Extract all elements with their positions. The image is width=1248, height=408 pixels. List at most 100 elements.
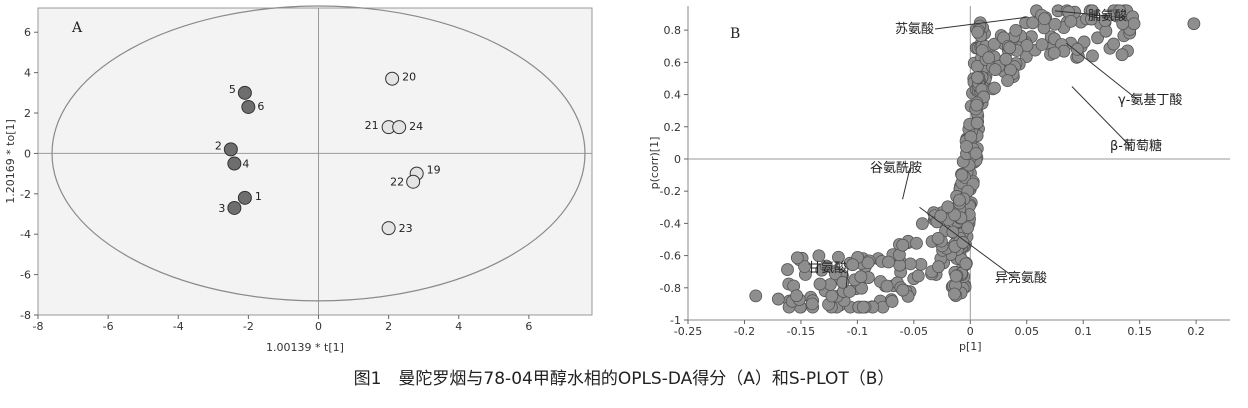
variable-point (1035, 38, 1049, 51)
variable-point (1026, 16, 1040, 30)
variable-point (846, 258, 860, 272)
annotation-leader-3 (1071, 86, 1131, 147)
sample-label-4: 4 (242, 158, 249, 171)
variable-point (1020, 39, 1034, 52)
x-tick-label-b: -0.05 (900, 325, 928, 338)
variable-point (932, 260, 945, 274)
x-tick-label-b: -0.15 (787, 325, 815, 338)
y-tick-label-a: 2 (24, 107, 31, 120)
annotation-label-0: 苏氨酸 (895, 21, 934, 37)
x-tick-label-b: 0 (967, 325, 974, 338)
plot-area-a (37, 7, 593, 316)
y-tick-label-a: -2 (20, 188, 31, 201)
x-tick-label-b: -0.1 (847, 325, 868, 338)
variable-point (969, 147, 983, 160)
x-tick-label-a: 4 (455, 320, 462, 333)
variable-points-b (749, 4, 1201, 314)
variable-point (819, 259, 833, 273)
variable-point (843, 285, 857, 298)
variable-point (1107, 37, 1121, 51)
annotation-leader-0 (934, 16, 1027, 30)
variable-point (813, 277, 827, 291)
variable-point (1001, 74, 1014, 88)
variable-point (896, 238, 910, 252)
y-tick-label-b: 0.2 (664, 121, 682, 134)
sample-label-2: 2 (215, 139, 222, 152)
y-tick-label-b: -0.4 (660, 217, 681, 230)
y-tick-label-b: -0.8 (660, 282, 681, 295)
variable-point (854, 270, 868, 284)
variable-point (896, 283, 910, 297)
y-tick-label-a: 4 (24, 67, 31, 80)
sample-label-5: 5 (229, 83, 236, 96)
variable-point (948, 287, 961, 301)
variable-point (832, 250, 845, 264)
annotation-leader-2 (1065, 42, 1139, 101)
y-tick-label-b: -1 (670, 314, 681, 327)
variable-point (856, 300, 870, 314)
x-tick-label-a: -4 (173, 320, 184, 333)
sample-label-24: 24 (409, 120, 423, 133)
variable-point (1004, 63, 1017, 77)
annotation-leader-1 (1054, 10, 1109, 17)
sample-point-20 (385, 71, 400, 86)
sample-point-5 (237, 85, 252, 100)
x-tick-label-b: 0.05 (1015, 325, 1040, 338)
variable-point (1048, 17, 1062, 31)
variable-point (934, 209, 948, 223)
variable-point (1038, 12, 1051, 26)
y-tick-label-a: -8 (20, 309, 31, 322)
variable-point (1009, 23, 1023, 37)
variable-point (915, 217, 929, 231)
sample-point-23 (381, 221, 396, 236)
annotation-label-2: γ-氨基丁酸 (1118, 93, 1182, 108)
y-tick-label-a: 6 (24, 26, 31, 39)
variable-point (911, 269, 925, 283)
variable-point (999, 52, 1013, 66)
variable-point (1070, 42, 1084, 56)
variable-point (971, 25, 985, 39)
variable-point (805, 297, 819, 311)
variable-point (988, 81, 1001, 95)
variable-point (988, 63, 1002, 76)
sample-label-3: 3 (218, 202, 225, 215)
variable-point (790, 251, 804, 265)
x-tick-label-a: -6 (103, 320, 114, 333)
variable-point (961, 221, 975, 235)
variable-point (790, 289, 803, 303)
variable-point (1187, 17, 1201, 31)
x-tick-label-b: 0.15 (1127, 325, 1152, 338)
variable-point (812, 249, 826, 263)
variable-point (771, 292, 785, 306)
variable-point (749, 289, 763, 303)
sample-label-1: 1 (255, 190, 262, 203)
x-tick-label-a: 6 (525, 320, 532, 333)
variable-point (982, 51, 996, 65)
variable-point (1098, 14, 1112, 27)
variable-point (1003, 41, 1017, 55)
sample-point-2 (223, 142, 238, 157)
y-tick-label-b: 0.8 (664, 24, 682, 37)
sample-label-20: 20 (402, 71, 416, 84)
variable-point (1127, 17, 1141, 31)
variable-point (904, 257, 917, 271)
variable-point (1113, 4, 1126, 18)
variable-point (970, 116, 984, 130)
variable-point (798, 260, 811, 274)
variable-point (861, 256, 875, 270)
sample-label-19: 19 (427, 164, 441, 177)
sample-label-6: 6 (257, 100, 264, 113)
x-axis-label-a: 1.00139 * t[1] (266, 341, 344, 354)
y-tick-label-a: -6 (20, 269, 31, 282)
y-tick-label-b: 0.4 (664, 89, 682, 102)
variable-point (955, 168, 969, 182)
y-axis-label-b: p(corr)[1] (648, 137, 661, 190)
variable-point (960, 140, 973, 153)
variable-point (781, 263, 794, 276)
figure-caption: 图1 曼陀罗烟与78-04甲醇水相的OPLS-DA得分（A）和S-PLOT（B） (353, 369, 895, 389)
variable-point (880, 279, 894, 293)
x-tick-label-a: 2 (385, 320, 392, 333)
sample-label-23: 23 (399, 222, 413, 235)
annotation-leader-5 (919, 206, 1016, 279)
